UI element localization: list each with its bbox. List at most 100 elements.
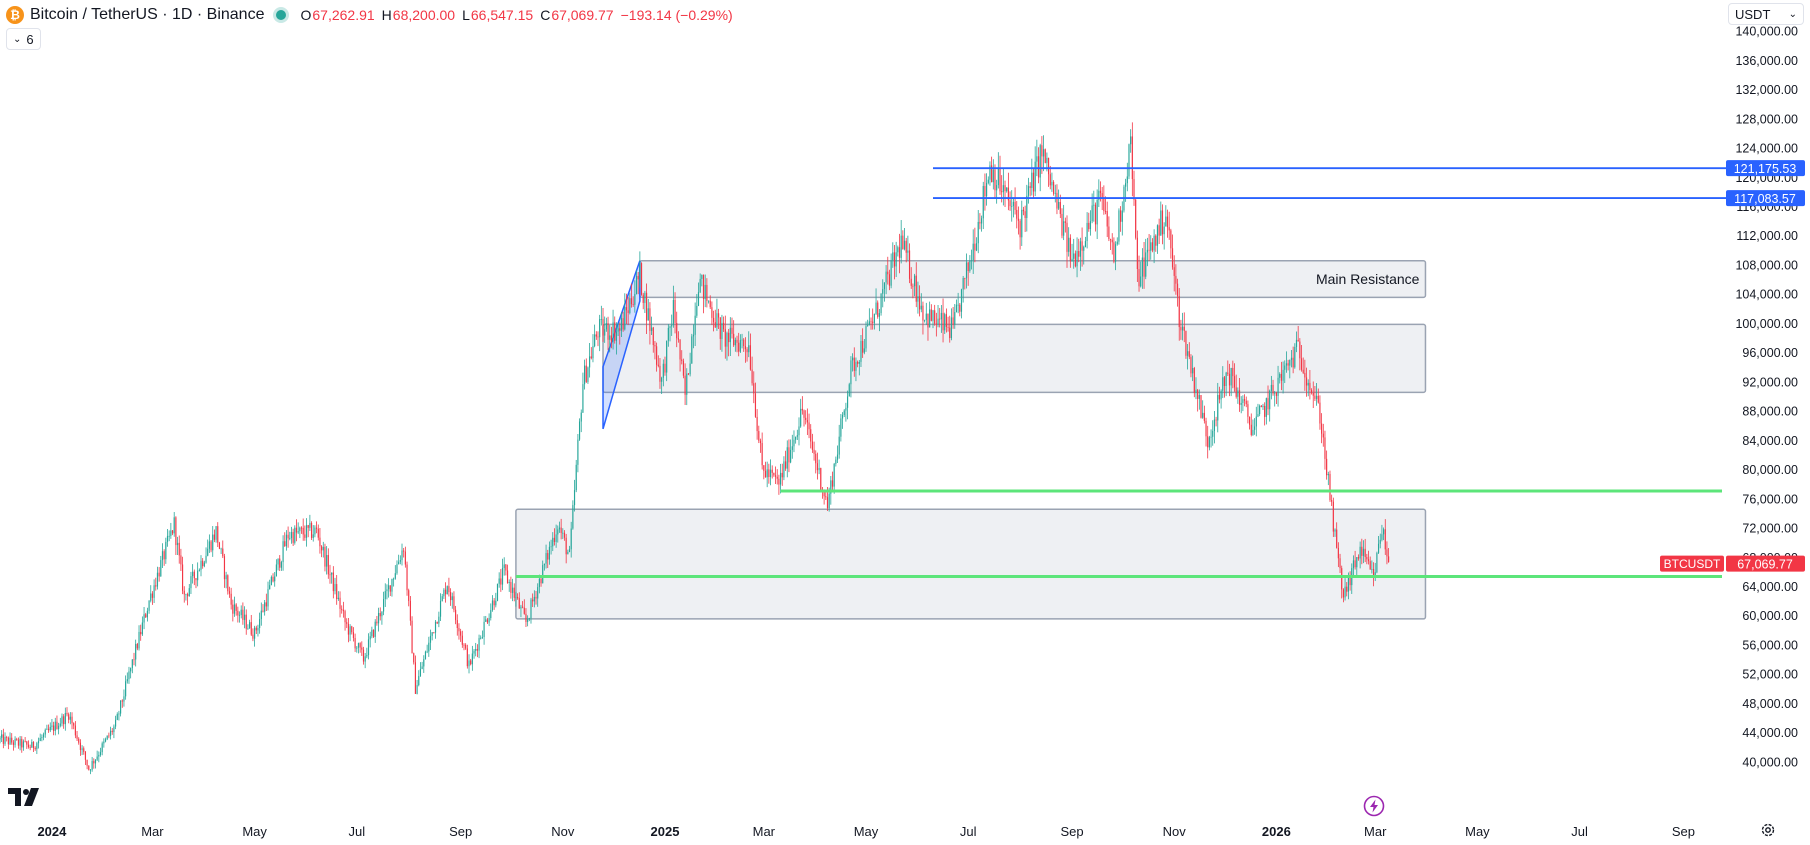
candle xyxy=(500,569,502,592)
candle xyxy=(307,524,309,538)
candle xyxy=(545,544,547,569)
candle xyxy=(135,639,137,667)
candle-body xyxy=(785,461,787,469)
candle-body xyxy=(329,574,331,576)
candle-body xyxy=(1272,384,1274,394)
candle xyxy=(237,606,239,623)
time-axis[interactable]: 2024 Mar May Jul Sep Nov 2025 Mar May Jul Sep Nov 20… xyxy=(37,824,1695,839)
candle-body xyxy=(1332,501,1334,532)
candle xyxy=(764,461,767,478)
symbol-title[interactable]: Bitcoin / TetherUS · 1D · Binance xyxy=(30,6,265,23)
candle-body xyxy=(1252,429,1254,435)
candle xyxy=(382,591,385,616)
candle xyxy=(729,317,731,356)
candle xyxy=(193,569,195,586)
candle-body xyxy=(448,586,450,593)
candle-body xyxy=(850,360,852,385)
candle-body xyxy=(1376,552,1378,573)
candle-body xyxy=(1336,529,1338,548)
candle-body xyxy=(543,563,545,566)
candle-body xyxy=(898,247,901,258)
candle-body xyxy=(324,546,326,567)
candle-body xyxy=(267,589,269,607)
candle xyxy=(930,304,932,322)
candle xyxy=(227,574,229,595)
candle xyxy=(731,317,733,339)
candle-body xyxy=(553,537,556,542)
candle-body xyxy=(1227,372,1229,374)
candle-body xyxy=(326,555,328,567)
tradingview-logo[interactable] xyxy=(8,788,42,806)
candle xyxy=(161,543,164,568)
candle-body xyxy=(1213,419,1215,431)
price-tick-label: 128,000.00 xyxy=(1735,112,1798,126)
candle xyxy=(808,413,810,439)
candle-body xyxy=(455,609,457,621)
candle xyxy=(890,253,892,289)
candle-body xyxy=(418,676,420,686)
candle-body xyxy=(1316,395,1318,399)
candle xyxy=(518,592,520,609)
candle xyxy=(924,319,926,323)
market-open-dot[interactable] xyxy=(276,10,287,20)
candle-body xyxy=(27,744,30,748)
candle xyxy=(852,353,854,372)
candle-body xyxy=(61,716,63,724)
candle xyxy=(460,628,462,642)
indicators-toggle-button[interactable]: ⌄ 6 xyxy=(6,28,41,50)
candle xyxy=(377,607,380,632)
candle xyxy=(902,230,904,250)
candle xyxy=(262,604,264,613)
candle-body xyxy=(1176,283,1179,297)
price-tag-label: 117,083.57 xyxy=(1734,192,1796,206)
candle xyxy=(240,605,242,619)
candle xyxy=(203,560,205,568)
candle-body xyxy=(630,298,633,305)
candle xyxy=(885,265,887,295)
candle-body xyxy=(192,571,194,577)
candle-body xyxy=(1223,377,1226,386)
candle-body xyxy=(1381,534,1383,540)
candle xyxy=(1061,208,1063,239)
currency-select[interactable]: USDT ⌄ xyxy=(1728,3,1804,25)
candle-body xyxy=(627,310,629,313)
candle xyxy=(1372,562,1375,587)
price-axis[interactable]: 40,000.0044,000.0048,000.0052,000.0056,0… xyxy=(1660,25,1805,770)
drawings-layer xyxy=(515,167,1727,578)
candle xyxy=(1302,357,1304,375)
candle xyxy=(1026,184,1028,232)
candle-body xyxy=(349,626,351,635)
candle-body xyxy=(925,313,927,320)
candle xyxy=(12,740,14,751)
candle xyxy=(218,541,221,550)
candle xyxy=(671,314,673,336)
candle-body xyxy=(1054,192,1056,194)
candle xyxy=(743,338,745,352)
candle xyxy=(254,625,256,647)
replay-lightning-icon[interactable] xyxy=(1363,795,1385,817)
candle xyxy=(612,309,614,350)
candle xyxy=(1259,404,1261,417)
candle xyxy=(1079,237,1081,271)
candle xyxy=(773,472,775,477)
candle xyxy=(143,607,145,630)
candle-body xyxy=(451,596,453,601)
candle-body xyxy=(463,644,465,646)
candle xyxy=(243,606,246,629)
candle xyxy=(599,314,601,352)
candle-body xyxy=(39,738,41,742)
candle xyxy=(441,593,443,602)
candle xyxy=(793,430,795,453)
gear-icon[interactable] xyxy=(1760,822,1776,838)
candle-body xyxy=(1202,412,1204,418)
candle-body xyxy=(513,587,515,598)
candle-body xyxy=(190,576,192,589)
candle xyxy=(1357,554,1360,561)
candle xyxy=(878,308,880,332)
candle-body xyxy=(1032,172,1035,192)
candle xyxy=(1284,360,1286,384)
candle-body xyxy=(826,497,829,509)
candle xyxy=(1011,190,1013,222)
candle xyxy=(1289,359,1291,379)
